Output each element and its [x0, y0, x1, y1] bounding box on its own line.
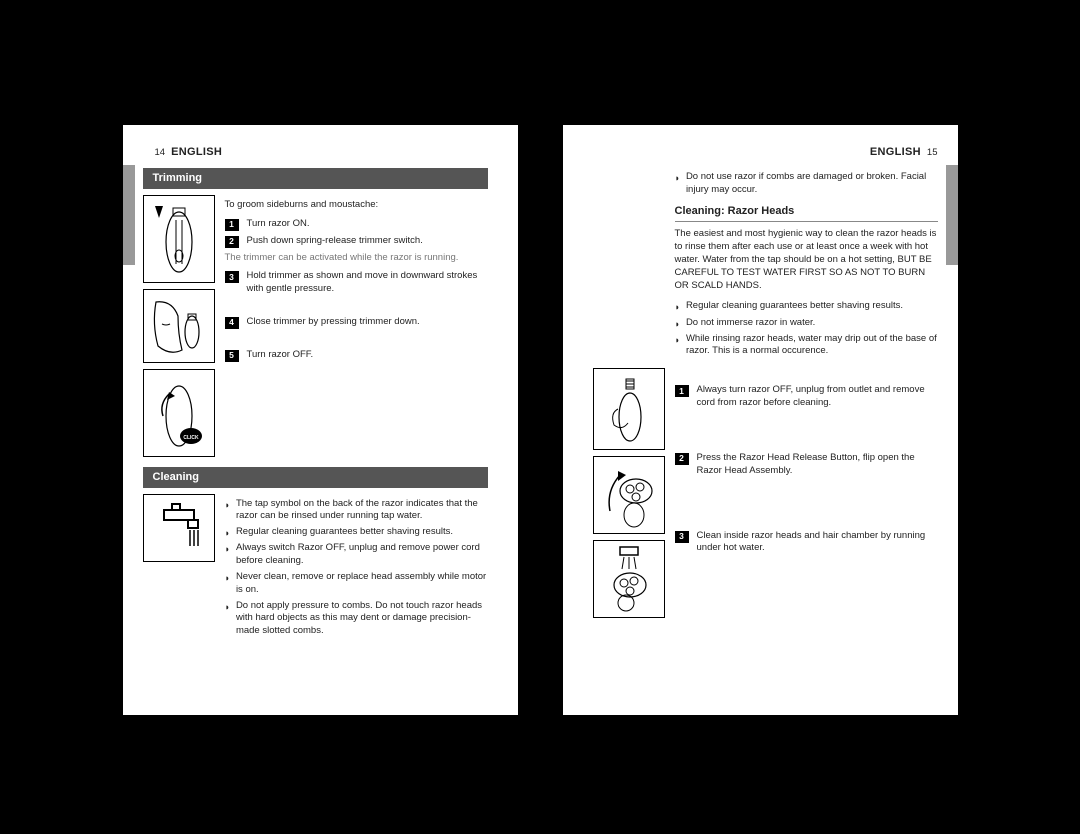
section-trimming-title: Trimming	[143, 168, 488, 189]
fig-hand-razor	[593, 368, 665, 450]
bullet: Regular cleaning guarantees better shavi…	[225, 526, 488, 539]
step-3: 3 Clean inside razor heads and hair cham…	[675, 530, 938, 556]
step-4: 4 Close trimmer by pressing trimmer down…	[225, 316, 488, 329]
page-header-right: ENGLISH 15	[593, 145, 938, 160]
thumb-tab	[123, 165, 135, 265]
step-num: 3	[675, 531, 689, 543]
cleaning-text: The tap symbol on the back of the razor …	[225, 494, 488, 642]
bullet: Do not use razor if combs are damaged or…	[675, 171, 938, 197]
step-3: 3 Hold trimmer as shown and move in down…	[225, 270, 488, 296]
step-2: 2 Press the Razor Head Release Button, f…	[675, 452, 938, 478]
trimming-intro: To groom sideburns and moustache:	[225, 199, 488, 212]
step-text: Clean inside razor heads and hair chambe…	[697, 530, 938, 556]
trimming-content: CLICK To groom sideburns and moustache: …	[143, 195, 488, 463]
step-num: 2	[225, 236, 239, 248]
page-14: 14 ENGLISH Trimming	[123, 125, 518, 715]
cleaning-heads-bullets: Regular cleaning guarantees better shavi…	[675, 300, 938, 358]
fig-razor-trimmer	[143, 195, 215, 283]
fig-close-trimmer: CLICK	[143, 369, 215, 457]
step-text: Push down spring-release trimmer switch.	[247, 235, 488, 248]
step-num: 3	[225, 271, 239, 283]
head-cleaning-figures	[593, 368, 665, 624]
lang-label: ENGLISH	[870, 145, 921, 160]
step-text: Close trimmer by pressing trimmer down.	[247, 316, 488, 329]
step-note: The trimmer can be activated while the r…	[225, 252, 488, 265]
steps-area: 1 Always turn razor OFF, unplug from out…	[593, 368, 938, 624]
step-1: 1 Always turn razor OFF, unplug from out…	[675, 384, 938, 410]
lang-label: ENGLISH	[171, 145, 222, 160]
trimming-text: To groom sideburns and moustache: 1 Turn…	[225, 195, 488, 463]
step-text: Turn razor ON.	[247, 218, 488, 231]
bullet: Do not apply pressure to combs. Do not t…	[225, 600, 488, 638]
manual-spread: 14 ENGLISH Trimming	[123, 125, 958, 715]
bullet: Always switch Razor OFF, unplug and remo…	[225, 542, 488, 568]
page-number: 14	[155, 147, 166, 160]
bullet: While rinsing razor heads, water may dri…	[675, 333, 938, 359]
trimming-figures: CLICK	[143, 195, 215, 463]
page-header-left: 14 ENGLISH	[143, 145, 488, 160]
thumb-tab	[946, 165, 958, 265]
step-2: 2 Push down spring-release trimmer switc…	[225, 235, 488, 248]
step-num: 2	[675, 453, 689, 465]
step-text: Press the Razor Head Release Button, fli…	[697, 452, 938, 478]
fig-tap-icon	[143, 494, 215, 562]
step-5: 5 Turn razor OFF.	[225, 349, 488, 362]
step-num: 1	[675, 385, 689, 397]
bullet: Do not immerse razor in water.	[675, 317, 938, 330]
step-text: Hold trimmer as shown and move in downwa…	[247, 270, 488, 296]
cleaning-heads-intro: The easiest and most hygienic way to cle…	[675, 228, 938, 292]
cleaning-content: The tap symbol on the back of the razor …	[143, 494, 488, 642]
top-bullet-area: Do not use razor if combs are damaged or…	[593, 168, 938, 362]
cleaning-figures	[143, 494, 215, 642]
svg-text:CLICK: CLICK	[183, 435, 199, 441]
step-text: Turn razor OFF.	[247, 349, 488, 362]
fig-open-head	[593, 456, 665, 534]
step-num: 4	[225, 317, 239, 329]
bullet: Regular cleaning guarantees better shavi…	[675, 300, 938, 313]
fig-rinse-head	[593, 540, 665, 618]
bullet: The tap symbol on the back of the razor …	[225, 498, 488, 524]
page-15: ENGLISH 15 Do not use razor if combs are…	[563, 125, 958, 715]
cleaning-bullets: The tap symbol on the back of the razor …	[225, 498, 488, 638]
head-cleaning-steps: 1 Always turn razor OFF, unplug from out…	[675, 368, 938, 624]
step-num: 1	[225, 219, 239, 231]
bullet: Never clean, remove or replace head asse…	[225, 571, 488, 597]
section-cleaning-title: Cleaning	[143, 467, 488, 488]
step-text: Always turn razor OFF, unplug from outle…	[697, 384, 938, 410]
subhead-cleaning-heads: Cleaning: Razor Heads	[675, 204, 938, 222]
fig-face-sideburn	[143, 289, 215, 363]
step-1: 1 Turn razor ON.	[225, 218, 488, 231]
page-number: 15	[927, 147, 938, 160]
step-num: 5	[225, 350, 239, 362]
